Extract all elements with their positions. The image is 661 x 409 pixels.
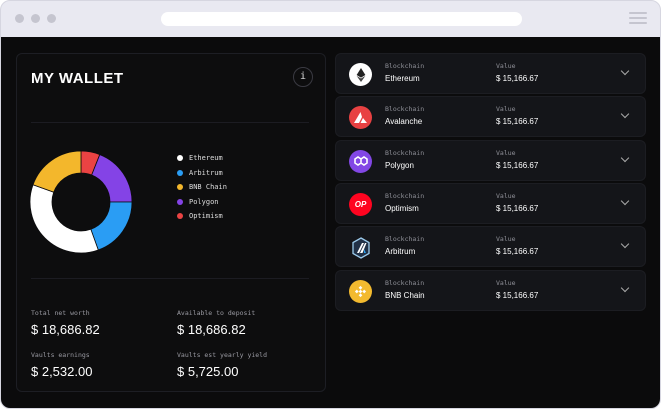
legend-label: Optimism	[189, 212, 223, 221]
blockchain-name: Polygon	[385, 160, 414, 170]
legend-swatch-icon	[177, 155, 183, 162]
window-dot-icon	[47, 14, 56, 23]
donut-slice-arbitrum[interactable]	[90, 201, 133, 251]
blockchain-name: BNB Chain	[385, 290, 425, 300]
legend-swatch-icon	[177, 169, 183, 176]
chart-legend: Ethereum Arbitrum BNB Chain Polygon Optimism	[177, 151, 227, 224]
chain-row-ethereum[interactable]: Blockchain Ethereum Value $ 15,166.67	[335, 53, 646, 94]
legend-label: BNB Chain	[189, 183, 227, 192]
chain-row-bnb-chain[interactable]: Blockchain BNB Chain Value $ 15,166.67	[335, 269, 646, 311]
legend-swatch-icon	[177, 184, 183, 191]
stat-total-net-worth: Total net worth $ 18,686.82	[31, 309, 100, 337]
donut-chart	[29, 150, 133, 254]
legend-label: Polygon	[189, 197, 219, 206]
info-icon[interactable]: i	[293, 67, 313, 87]
blockchain-label: Blockchain	[385, 235, 425, 244]
legend-label: Arbitrum	[189, 168, 223, 177]
blockchain-name: Arbitrum	[385, 247, 416, 257]
stat-available-to-deposit: Available to deposit $ 18,686.82	[177, 309, 256, 337]
avalanche-icon	[349, 106, 372, 130]
chain-row-polygon[interactable]: Blockchain Polygon Value $ 15,166.67	[335, 139, 646, 181]
ethereum-icon	[349, 63, 372, 86]
window-dot-icon	[15, 14, 24, 23]
blockchain-name: Avalanche	[385, 117, 423, 127]
divider	[31, 278, 309, 279]
chevron-down-icon[interactable]	[620, 66, 630, 76]
stat-vaults-earnings: Vaults earnings $ 2,532.00	[31, 351, 93, 379]
blockchain-label: Blockchain	[385, 278, 425, 287]
blockchain-name: Ethereum	[385, 74, 420, 83]
legend-swatch-icon	[177, 213, 183, 220]
hamburger-menu-icon[interactable]	[629, 12, 647, 27]
chain-value: $ 15,166.67	[496, 290, 539, 300]
address-bar[interactable]	[161, 12, 522, 26]
chain-value: $ 15,166.67	[496, 160, 539, 170]
chain-row-optimism[interactable]: OP Blockchain Optimism Value $ 15,166.67	[335, 182, 646, 224]
value-label: Value	[496, 191, 516, 200]
legend-label: Ethereum	[189, 154, 223, 163]
chevron-down-icon[interactable]	[620, 239, 630, 249]
legend-item: Optimism	[177, 209, 227, 224]
chain-value: $ 15,166.67	[496, 117, 539, 127]
blockchain-name: Optimism	[385, 203, 419, 213]
chevron-down-icon[interactable]	[620, 196, 630, 206]
chevron-down-icon[interactable]	[620, 283, 630, 292]
value-label: Value	[496, 235, 516, 244]
blockchain-label: Blockchain	[385, 191, 425, 200]
chevron-down-icon[interactable]	[620, 110, 630, 119]
page-title: MY WALLET	[31, 70, 124, 87]
value-label: Value	[496, 148, 516, 157]
legend-item: Ethereum	[177, 151, 227, 166]
legend-item: Arbitrum	[177, 166, 227, 181]
optimism-icon: OP	[349, 192, 372, 216]
chevron-down-icon[interactable]	[620, 153, 630, 162]
chain-row-arbitrum[interactable]: Blockchain Arbitrum Value $ 15,166.67	[335, 226, 646, 268]
blockchain-label: Blockchain	[385, 148, 425, 157]
window-dot-icon	[31, 14, 40, 23]
donut-slice-ethereum[interactable]	[29, 184, 99, 254]
value-label: Value	[496, 62, 516, 70]
bnb-icon	[349, 279, 372, 303]
app-content: MY WALLET i Ethereum Arbitrum BNB Chain Pol…	[1, 37, 660, 408]
value-label: Value	[496, 105, 516, 114]
legend-item: BNB Chain	[177, 180, 227, 195]
wallet-panel: MY WALLET i Ethereum Arbitrum BNB Chain Pol…	[16, 53, 326, 392]
chain-row-avalanche[interactable]: Blockchain Avalanche Value $ 15,166.67	[335, 96, 646, 138]
donut-slice-polygon[interactable]	[91, 154, 133, 203]
divider	[31, 122, 309, 123]
chain-value: $ 15,166.67	[496, 203, 539, 213]
legend-item: Polygon	[177, 195, 227, 210]
chain-value: $ 15,166.67	[496, 74, 539, 83]
value-label: Value	[496, 278, 516, 287]
blockchain-label: Blockchain	[385, 62, 425, 70]
polygon-icon	[349, 149, 372, 173]
chain-value: $ 15,166.67	[496, 247, 539, 257]
donut-slice-bnb-chain[interactable]	[32, 150, 82, 193]
legend-swatch-icon	[177, 198, 183, 205]
arbitrum-icon	[349, 236, 372, 259]
blockchain-label: Blockchain	[385, 105, 425, 114]
stat-vaults-yield: Vaults est yearly yield $ 5,725.00	[177, 351, 268, 379]
